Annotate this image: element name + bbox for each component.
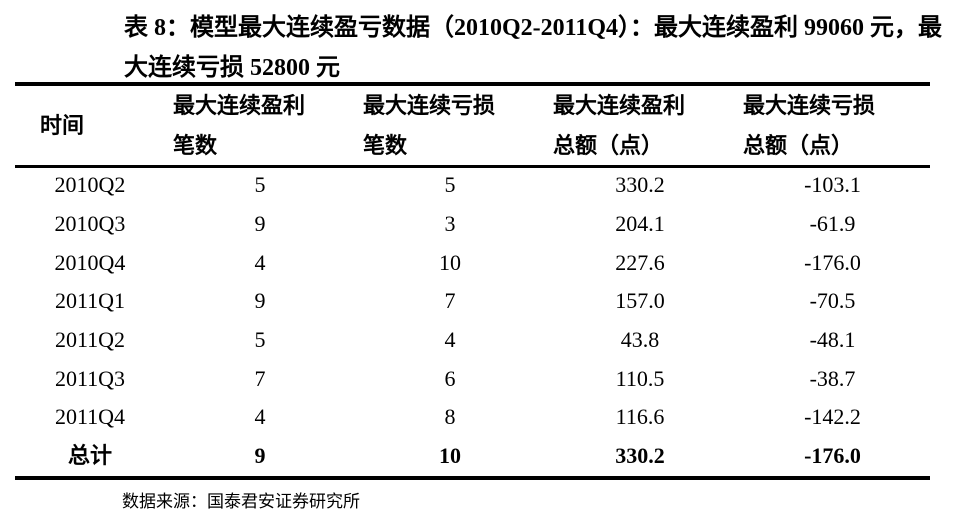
table-cell: -61.9 bbox=[809, 211, 856, 237]
table-row: 2010Q2 5 5 330.2 -103.1 bbox=[15, 166, 930, 205]
table-row: 2010Q3 9 3 204.1 -61.9 bbox=[15, 205, 930, 244]
table-cell: 2011Q2 bbox=[54, 327, 126, 353]
table-cell: 2011Q4 bbox=[54, 404, 126, 430]
table-cell: -70.5 bbox=[809, 288, 856, 314]
table-title: 表 8：模型最大连续盈亏数据（2010Q2-2011Q4）：最大连续盈利 990… bbox=[124, 15, 943, 81]
table-cell: 7 bbox=[444, 288, 456, 314]
table-cell: 4 bbox=[444, 327, 456, 353]
header-label: 笔数 bbox=[173, 133, 218, 158]
header-label: 时间 bbox=[40, 113, 85, 138]
table-cell: 227.6 bbox=[615, 249, 665, 275]
table-row: 2011Q4 4 8 116.6 -142.2 bbox=[15, 398, 930, 437]
table-cell: 2011Q1 bbox=[54, 288, 126, 314]
table-cell: 5 bbox=[444, 172, 456, 198]
table-cell: 330.2 bbox=[615, 443, 665, 469]
data-table: 时间 最大连续盈利 笔数 最大连续亏损 笔数 最大连续盈利 总额（点） 最大连续亏损总… bbox=[15, 86, 930, 476]
table-cell: 9 bbox=[254, 443, 266, 469]
table-cell: -103.1 bbox=[804, 172, 861, 198]
header-label: 最大连续盈利 bbox=[173, 93, 306, 118]
header-label: 最大连续亏损 bbox=[363, 93, 496, 118]
header-label: 总额（点） bbox=[743, 133, 854, 158]
table-cell: 2011Q3 bbox=[54, 365, 126, 391]
table-cell: 330.2 bbox=[615, 172, 665, 198]
table-row: 2011Q1 9 7 157.0 -70.5 bbox=[15, 282, 930, 321]
table-cell: 43.8 bbox=[620, 327, 660, 353]
table-row: 2011Q3 7 6 110.5 -38.7 bbox=[15, 359, 930, 398]
table-cell: 总计 bbox=[67, 443, 112, 469]
table-cell: 9 bbox=[254, 288, 266, 314]
table-cell: -142.2 bbox=[804, 404, 861, 430]
table-cell: 2010Q2 bbox=[54, 172, 126, 198]
table-cell: 9 bbox=[254, 211, 266, 237]
header-max-loss-count: 最大连续亏损 笔数 bbox=[355, 86, 545, 166]
table-row: 2010Q4 4 10 227.6 -176.0 bbox=[15, 243, 930, 282]
table-cell: 5 bbox=[254, 327, 266, 353]
table-cell: 4 bbox=[254, 404, 266, 430]
table-cell: 2010Q4 bbox=[54, 249, 126, 275]
table-cell: 157.0 bbox=[615, 288, 665, 314]
table-cell: 116.6 bbox=[615, 404, 665, 430]
table-cell: 10 bbox=[439, 249, 461, 275]
table-cell: 110.5 bbox=[615, 365, 665, 391]
table-cell: -48.1 bbox=[809, 327, 856, 353]
header-label: 最大连续亏损 bbox=[743, 93, 876, 118]
table-cell: 8 bbox=[444, 404, 456, 430]
table-cell: 10 bbox=[439, 443, 461, 469]
table-cell: -38.7 bbox=[809, 365, 856, 391]
table-cell: -176.0 bbox=[804, 443, 861, 469]
table-cell: 204.1 bbox=[615, 211, 665, 237]
table-cell: 4 bbox=[254, 249, 266, 275]
table-cell: 2010Q3 bbox=[54, 211, 126, 237]
bottom-rule bbox=[15, 476, 930, 480]
top-rule bbox=[15, 82, 930, 86]
header-label: 总额（点） bbox=[553, 133, 664, 158]
table-cell: -176.0 bbox=[804, 249, 861, 275]
table-cell: 3 bbox=[444, 211, 456, 237]
header-row: 时间 最大连续盈利 笔数 最大连续亏损 笔数 最大连续盈利 总额（点） 最大连续亏损总… bbox=[15, 86, 930, 166]
header-time: 时间 bbox=[15, 86, 165, 166]
table-cell: 7 bbox=[254, 365, 266, 391]
header-max-win-total: 最大连续盈利 总额（点） bbox=[545, 86, 735, 166]
table-cell: 6 bbox=[444, 365, 456, 391]
source-note: 数据来源：国泰君安证券研究所 bbox=[122, 492, 360, 511]
table-cell: 5 bbox=[254, 172, 266, 198]
header-label: 最大连续盈利 bbox=[553, 93, 686, 118]
table-row: 2011Q2 5 4 43.8 -48.1 bbox=[15, 321, 930, 360]
header-max-loss-total: 最大连续亏损 总额（点） bbox=[735, 86, 930, 166]
header-label: 笔数 bbox=[363, 133, 408, 158]
header-max-win-count: 最大连续盈利 笔数 bbox=[165, 86, 355, 166]
total-row: 总计 9 10 330.2 -176.0 bbox=[15, 437, 930, 476]
header-rule bbox=[15, 165, 930, 168]
